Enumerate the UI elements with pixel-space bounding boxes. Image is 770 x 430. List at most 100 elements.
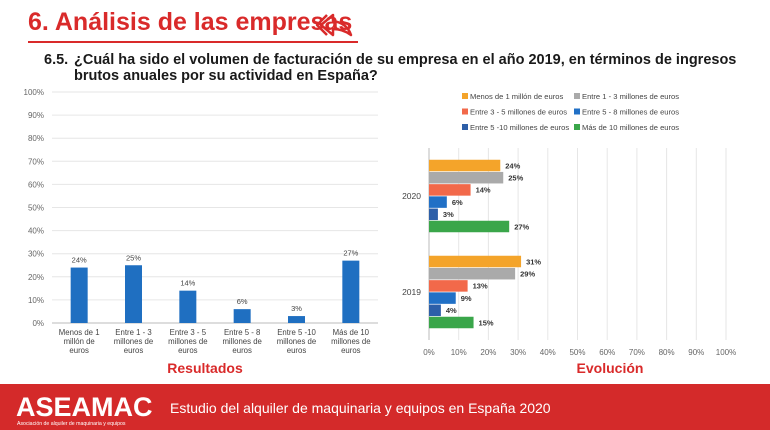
legend-swatch	[462, 124, 468, 130]
left-category-label: Más de 10	[333, 328, 370, 337]
right-x-tick-label: 20%	[480, 348, 496, 357]
right-bar-data-label: 13%	[473, 282, 488, 291]
legend-entry: Más de 10 millones de euros	[582, 123, 679, 132]
left-category-label: millones de	[277, 337, 316, 346]
left-bar	[342, 260, 360, 323]
left-bar	[233, 309, 251, 323]
left-bar	[70, 267, 88, 323]
left-category-label: euros	[232, 346, 252, 355]
logo-wordmark: ASEAMAC	[16, 392, 153, 422]
right-bar-data-label: 4%	[446, 306, 457, 315]
left-category-label: millones de	[168, 337, 207, 346]
question-text: ¿Cuál ha sido el volumen de facturación …	[74, 52, 737, 84]
left-category-label: Menos de 1	[59, 328, 100, 337]
left-category-label: millones de	[222, 337, 261, 346]
right-category-label: 2020	[402, 191, 421, 201]
section-title: 6. Análisis de las empresas	[28, 8, 353, 36]
right-bar-data-label: 9%	[461, 294, 472, 303]
left-y-tick-label: 50%	[28, 204, 44, 213]
right-bar-data-label: 24%	[505, 161, 520, 170]
right-chart-title: Evolución	[577, 360, 644, 376]
legend-entry: Entre 3 - 5 millones de euros	[470, 108, 567, 117]
right-bar	[429, 171, 504, 184]
right-x-tick-label: 30%	[510, 348, 526, 357]
left-y-tick-label: 100%	[24, 88, 44, 97]
right-x-tick-label: 90%	[688, 348, 704, 357]
right-bar-data-label: 27%	[514, 222, 529, 231]
left-category-label: millones de	[114, 337, 153, 346]
left-bar-data-label: 14%	[180, 279, 195, 288]
right-bar-data-label: 14%	[476, 186, 491, 195]
back-arrow-icon	[315, 13, 353, 37]
legend-entry: Entre 5 -10 millones de euros	[470, 123, 569, 132]
left-category-label: euros	[341, 346, 361, 355]
left-bar	[125, 265, 142, 323]
left-chart-title: Resultados	[167, 360, 243, 376]
left-category-label: Entre 3 - 5	[170, 328, 207, 337]
right-bar-data-label: 6%	[452, 198, 463, 207]
right-x-tick-label: 0%	[423, 348, 435, 357]
legend-entry: Menos de 1 millón de euros	[470, 92, 563, 101]
left-y-tick-label: 60%	[28, 180, 44, 189]
left-category-label: euros	[178, 346, 198, 355]
right-bar	[429, 267, 516, 280]
right-bar-data-label: 31%	[526, 257, 541, 266]
left-y-tick-label: 30%	[28, 250, 44, 259]
left-bar	[288, 316, 305, 323]
right-x-tick-label: 50%	[569, 348, 585, 357]
right-bar	[429, 292, 456, 304]
legend-swatch	[574, 108, 580, 115]
left-bar-data-label: 27%	[343, 249, 358, 258]
left-category-label: millón de	[64, 337, 95, 346]
left-bar-data-label: 24%	[72, 256, 87, 265]
right-x-tick-label: 60%	[599, 348, 615, 357]
legend-swatch	[574, 124, 580, 130]
right-x-tick-label: 70%	[629, 348, 645, 357]
footer-bar: ASEAMAC Asociación de alquiler de maquin…	[0, 384, 770, 430]
left-bar	[179, 290, 197, 323]
left-category-label: Entre 5 - 8	[224, 328, 260, 337]
title-underline	[28, 41, 358, 43]
right-bar	[429, 159, 501, 172]
left-bar-data-label: 3%	[291, 304, 302, 313]
right-bar	[429, 184, 471, 196]
right-x-tick-label: 40%	[540, 348, 556, 357]
right-bar-data-label: 3%	[443, 210, 454, 219]
left-category-label: euros	[124, 346, 144, 355]
right-bar	[429, 304, 441, 317]
right-bar	[429, 208, 438, 221]
footer-title: Estudio del alquiler de maquinaria y equ…	[170, 400, 551, 416]
left-y-tick-label: 70%	[28, 157, 44, 166]
right-bar	[429, 255, 522, 268]
right-x-tick-label: 80%	[659, 348, 675, 357]
charts-canvas: 0% 10% 20% 30% 40% 50% 60% 70% 80% 90% 100% 24% Meno…	[24, 88, 737, 376]
left-y-tick-label: 20%	[28, 273, 44, 282]
legend-swatch	[462, 93, 468, 99]
left-y-tick-label: 90%	[28, 111, 44, 120]
left-category-label: euros	[287, 346, 307, 355]
question-number: 6.5.	[44, 52, 69, 68]
right-x-tick-label: 100%	[716, 348, 736, 357]
legend-swatch	[574, 93, 580, 99]
left-y-tick-label: 80%	[28, 134, 44, 143]
aseamac-logo: ASEAMAC Asociación de alquiler de maquin…	[16, 392, 153, 427]
right-bar-data-label: 15%	[479, 318, 494, 327]
left-category-label: millones de	[331, 337, 370, 346]
right-bar-data-label: 29%	[520, 269, 535, 278]
left-category-label: euros	[69, 346, 89, 355]
right-bar	[429, 196, 447, 208]
left-bar-data-label: 6%	[237, 297, 248, 306]
right-x-tick-label: 10%	[451, 348, 467, 357]
legend-entry: Entre 1 - 3 millones de euros	[582, 92, 679, 101]
right-bar	[429, 316, 474, 329]
left-y-tick-label: 0%	[32, 319, 44, 328]
right-bar	[429, 280, 468, 292]
left-y-tick-label: 40%	[28, 227, 44, 236]
right-bar	[429, 220, 510, 233]
legend-entry: Entre 5 - 8 millones de euros	[582, 108, 679, 117]
left-bar-data-label: 25%	[126, 253, 141, 262]
legend-swatch	[462, 108, 468, 115]
left-category-label: Entre 1 - 3	[115, 328, 151, 337]
right-category-label: 2019	[402, 287, 421, 297]
left-y-tick-label: 10%	[28, 296, 44, 305]
